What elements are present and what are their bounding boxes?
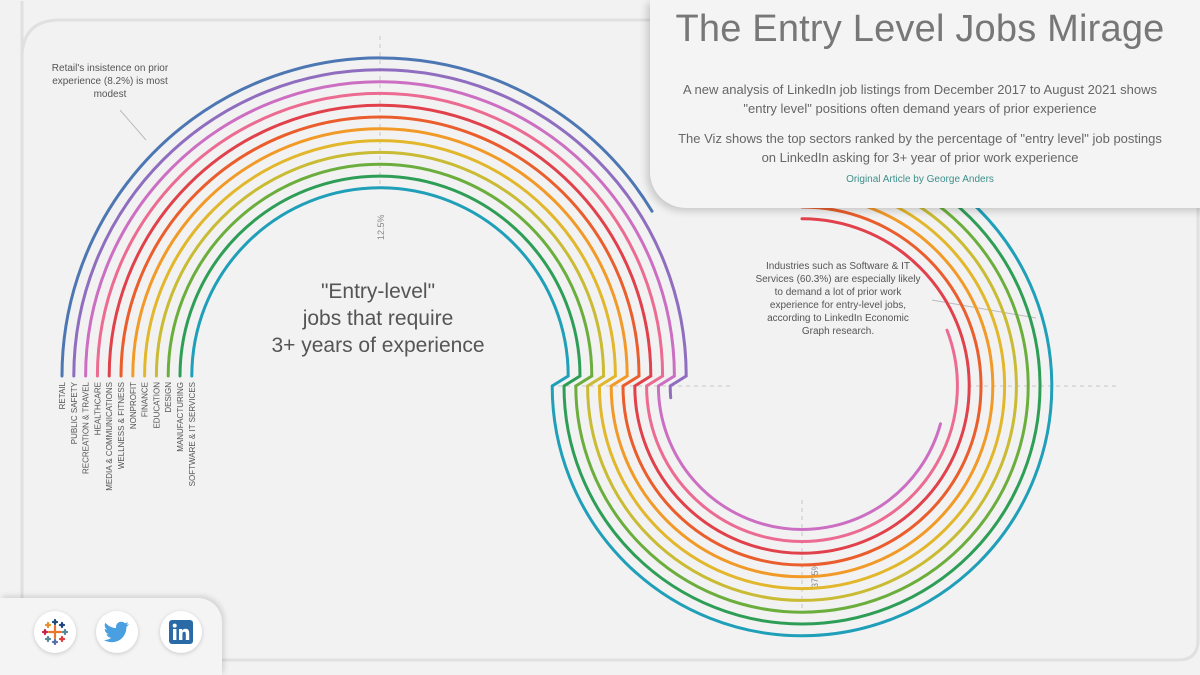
category-label: FINANCE [141,382,150,417]
center-label-line1: "Entry-level" [320,280,436,303]
title-card: The Entry Level Jobs Mirage A new analys… [650,0,1200,208]
bar-recreation-travel [84,80,942,531]
twitter-icon-button[interactable] [96,611,138,653]
category-label: EDUCATION [152,382,161,429]
software-annotation: Industries such as Software & IT Service… [755,261,921,337]
category-label: RETAIL [58,381,67,409]
retail-annotation: Retail's insistence on prior experience … [51,63,169,100]
center-label-line3: 3+ years of experience [271,334,485,357]
category-label: HEALTHCARE [93,382,102,435]
category-label: NONPROFIT [129,382,138,429]
category-label: MEDIA & COMMUNICATIONS [105,382,114,491]
page-title: The Entry Level Jobs Mirage [675,8,1165,50]
category-label: PUBLIC SAFETY [70,381,79,444]
retail-leader-line [119,109,147,141]
tableau-icon [42,619,68,645]
category-label: RECREATION & TRAVEL [82,381,91,474]
method-paragraph: The Viz shows the top sectors ranked by … [678,131,1162,165]
category-label: SOFTWARE & IT SERVICES [188,382,197,486]
category-label: DESIGN [164,382,173,413]
twitter-icon [104,621,129,643]
bar-design [166,158,1030,614]
software-leader-line [931,299,1037,319]
bar-wellness-fitness [119,115,983,567]
bar-nonprofit [131,127,995,579]
bar-education [154,150,1018,602]
center-label: "Entry-level" jobs that require 3+ years… [268,278,488,359]
ref-label-12-5: 12.5% [376,214,386,240]
bar-public-safety [72,68,688,400]
linkedin-icon-button[interactable] [160,611,202,653]
bar-manufacturing [178,146,1042,626]
article-credit-link[interactable]: Original Article by George Anders [846,174,994,185]
bar-media-communications [107,103,971,555]
intro-paragraph: A new analysis of LinkedIn job listings … [682,82,1158,116]
category-label: MANUFACTURING [176,382,185,452]
category-label: WELLNESS & FITNESS [117,382,126,469]
linkedin-icon [169,620,193,644]
bar-finance [143,139,1007,591]
social-icon-bar [0,598,222,675]
bar-healthcare [95,91,959,543]
bar-retail [60,56,654,378]
bar-software-it-services [190,134,1054,638]
center-label-line2: jobs that require [302,307,454,330]
tableau-icon-button[interactable] [34,611,76,653]
